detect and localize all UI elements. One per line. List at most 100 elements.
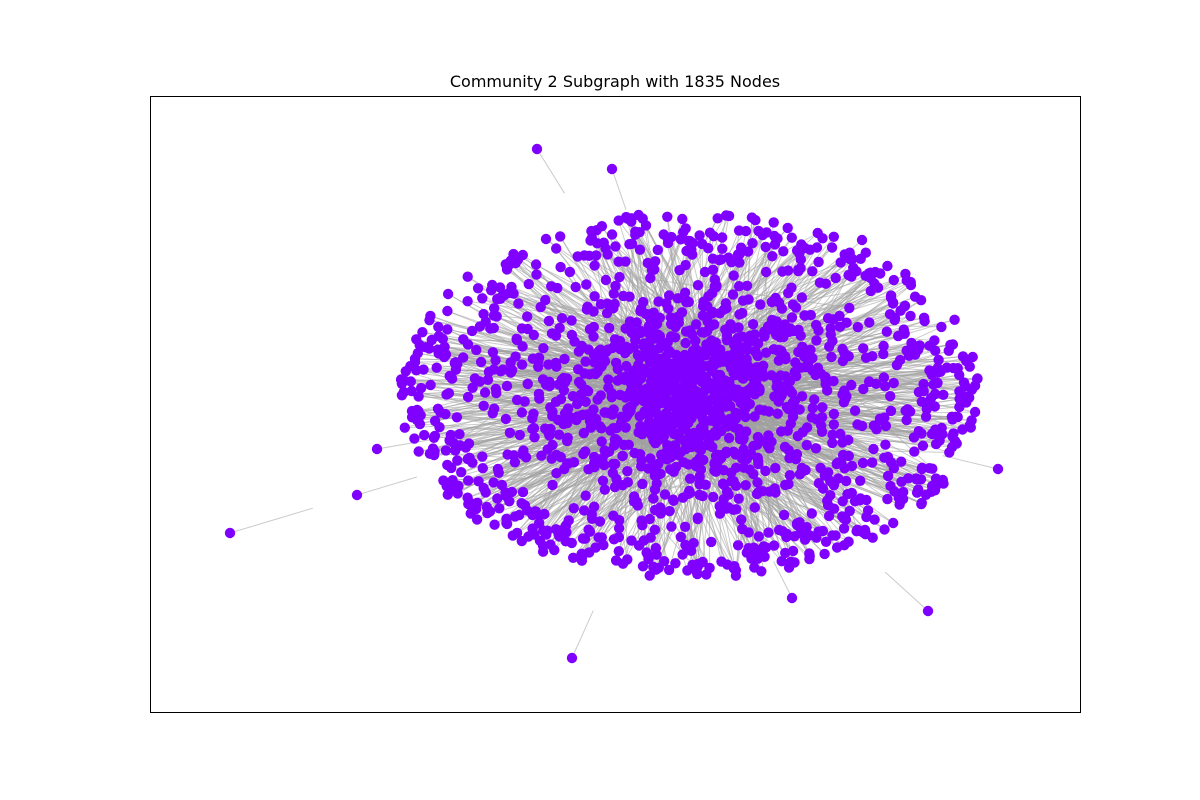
- graph-node: [633, 427, 644, 438]
- graph-node: [748, 468, 759, 480]
- graph-node: [580, 356, 591, 367]
- graph-node: [643, 320, 655, 332]
- graph-node: [550, 524, 562, 535]
- graph-node: [683, 488, 694, 499]
- graph-node: [437, 333, 448, 345]
- graph-node: [734, 341, 746, 352]
- graph-node: [662, 211, 673, 222]
- graph-node: [954, 386, 965, 397]
- graph-node: [669, 332, 681, 343]
- graph-node: [867, 532, 878, 543]
- graph-node: [834, 321, 846, 332]
- graph-node: [413, 446, 424, 457]
- graph-node: [530, 259, 542, 270]
- graph-node: [654, 331, 666, 342]
- graph-node: [695, 400, 707, 411]
- graph-node: [523, 531, 534, 542]
- graph-node: [748, 542, 760, 553]
- graph-node: [684, 370, 695, 382]
- graph-node: [771, 376, 783, 387]
- graph-node: [785, 323, 796, 334]
- graph-node: [708, 491, 719, 503]
- graph-node: [600, 274, 612, 286]
- graph-node: [483, 366, 495, 378]
- graph-node: [707, 264, 719, 275]
- edge: [376, 438, 434, 450]
- graph-node: [709, 319, 720, 330]
- graph-node: [747, 319, 759, 330]
- graph-node: [621, 360, 632, 372]
- edge: [536, 148, 565, 194]
- graph-node: [474, 376, 486, 387]
- graph-node: [412, 348, 423, 359]
- graph-node: [501, 518, 513, 530]
- edge: [773, 561, 793, 599]
- graph-node: [619, 374, 630, 385]
- graph-node: [635, 327, 646, 339]
- graph-node: [772, 408, 783, 419]
- graph-node: [702, 325, 713, 337]
- graph-node: [638, 338, 649, 349]
- graph-node: [728, 270, 739, 281]
- graph-node: [677, 549, 688, 560]
- graph-node: [721, 330, 733, 341]
- graph-node: [935, 366, 946, 377]
- graph-node: [417, 327, 428, 338]
- graph-node: [969, 406, 981, 418]
- graph-node: [795, 528, 806, 539]
- graph-node: [917, 440, 929, 451]
- graph-node: [500, 413, 512, 425]
- graph-node: [558, 372, 569, 384]
- graph-node: [487, 408, 498, 419]
- graph-node: [716, 375, 727, 386]
- graph-node: [786, 232, 797, 243]
- graph-node: [680, 326, 692, 337]
- graph-node: [730, 565, 742, 576]
- graph-node: [794, 248, 805, 259]
- graph-node: [807, 402, 818, 414]
- graph-node: [626, 535, 637, 546]
- graph-node: [860, 352, 872, 363]
- graph-node: [783, 478, 794, 490]
- graph-node: [720, 298, 731, 309]
- graph-node: [879, 524, 890, 535]
- graph-node: [472, 283, 484, 294]
- graph-node: [522, 311, 533, 322]
- graph-node: [782, 265, 794, 276]
- graph-node: [786, 312, 798, 323]
- graph-node: [851, 526, 862, 537]
- graph-node: [488, 322, 499, 334]
- edge: [884, 571, 929, 612]
- graph-node: [610, 241, 621, 252]
- graph-node: [701, 569, 712, 580]
- graph-node: [528, 408, 539, 419]
- graph-node: [462, 296, 473, 307]
- graph-node: [690, 343, 701, 354]
- graph-node: [666, 231, 677, 243]
- graph-node: [827, 429, 838, 440]
- graph-node: [432, 403, 444, 414]
- graph-node: [888, 377, 899, 389]
- graph-node: [440, 445, 452, 456]
- graph-node: [705, 415, 716, 426]
- graph-node: [698, 422, 709, 433]
- graph-node: [613, 523, 625, 534]
- graph-node: [446, 462, 457, 474]
- graph-node: [462, 453, 473, 465]
- graph-node: [734, 257, 745, 268]
- graph-node: [708, 231, 719, 242]
- graph-node: [784, 452, 795, 464]
- graph-node: [688, 394, 700, 405]
- graph-node: [789, 366, 800, 378]
- graph-node: [429, 430, 441, 442]
- graph-node: [707, 441, 718, 453]
- edge: [611, 168, 627, 210]
- graph-node: [678, 457, 689, 468]
- graph-node: [857, 457, 869, 469]
- graph-node: [749, 411, 760, 422]
- graph-node: [652, 469, 663, 480]
- graph-node: [858, 343, 869, 354]
- graph-node: [415, 382, 427, 394]
- graph-node: [747, 238, 758, 249]
- graph-node: [583, 464, 594, 475]
